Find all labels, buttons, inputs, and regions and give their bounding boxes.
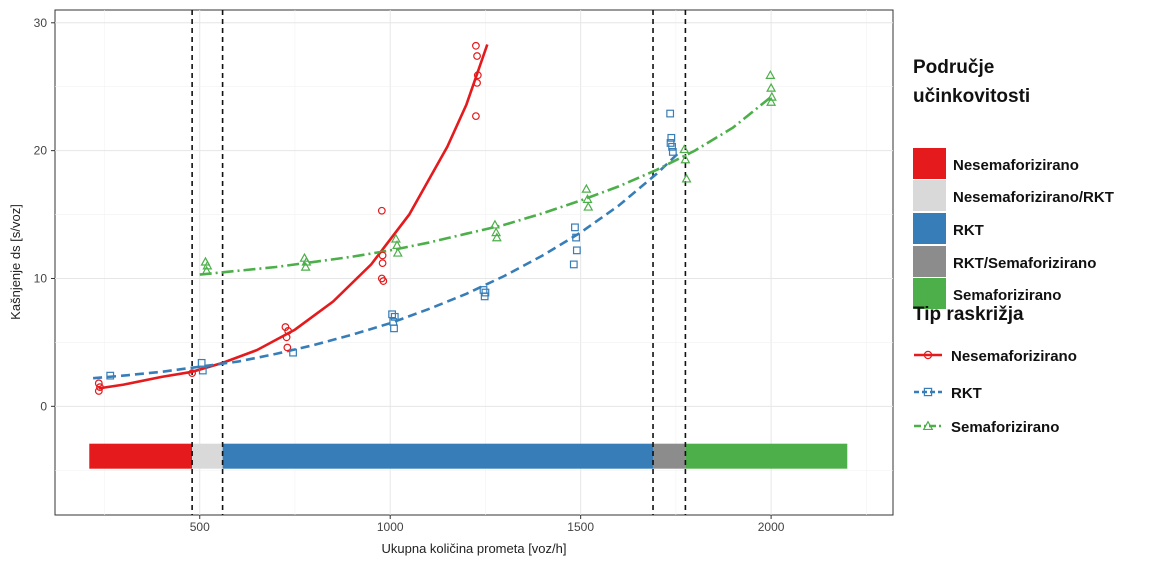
- data-point: [923, 387, 933, 397]
- zone-band-segment: [89, 443, 193, 469]
- data-point: [582, 194, 593, 203]
- zone-legend-swatch: [913, 278, 946, 309]
- data-point: [284, 326, 293, 335]
- data-point: [106, 371, 115, 380]
- data-point: [378, 259, 387, 268]
- data-point: [283, 343, 292, 352]
- zone-legend-swatch: [913, 213, 946, 244]
- data-point: [201, 265, 212, 275]
- data-point: [667, 133, 676, 142]
- type-legend-title: Tip raskrižja: [913, 304, 1024, 325]
- zone-band-segment: [685, 443, 848, 469]
- data-points: [94, 41, 777, 395]
- type-legend-label: Nesemaforizirano: [951, 348, 1077, 365]
- legend: Područje učinkovitosti NesemaforiziranoN…: [913, 57, 1114, 436]
- zone-legend-swatch: [913, 148, 946, 179]
- x-tick-label: 2000: [758, 520, 785, 534]
- zone-legend-label: RKT: [953, 222, 984, 239]
- data-point: [390, 324, 398, 333]
- vlines: [191, 10, 687, 515]
- data-point: [390, 312, 399, 321]
- data-point: [202, 260, 213, 270]
- x-tick-label: 500: [190, 520, 210, 534]
- zone-legend-label: Nesemaforizirano/RKT: [953, 189, 1114, 206]
- grid-layer: [55, 10, 893, 515]
- data-point: [679, 144, 690, 154]
- axes: 500 1000 1500 2000 0 10 20 30: [34, 16, 785, 534]
- data-point: [377, 206, 386, 215]
- data-point: [378, 251, 387, 260]
- y-tick-label: 10: [34, 271, 48, 285]
- data-point: [300, 261, 311, 271]
- data-point: [473, 71, 482, 80]
- data-point: [392, 240, 403, 250]
- data-point: [572, 233, 580, 242]
- fit-curve: [98, 44, 489, 390]
- data-point: [583, 201, 594, 211]
- x-tick-label: 1500: [567, 520, 594, 534]
- y-axis-label: Kašnjenje ds [s/voz]: [8, 204, 23, 320]
- y-tick-label: 20: [34, 144, 48, 158]
- data-point: [197, 358, 206, 367]
- plot-panel: [54, 9, 894, 516]
- data-point: [766, 82, 777, 92]
- data-point: [923, 350, 933, 360]
- data-point: [571, 223, 579, 232]
- zone-band-segment: [653, 443, 686, 469]
- zone-band-segment: [192, 443, 223, 469]
- x-axis-label: Ukupna količina prometa [voz/h]: [382, 541, 567, 556]
- x-tick-label: 1000: [377, 520, 404, 534]
- zone-legend-label: Semaforizirano: [953, 287, 1061, 304]
- zone-legend-swatch: [913, 180, 946, 211]
- fit-curve: [199, 95, 772, 276]
- zone-legend-title-line1: Područje: [913, 57, 994, 78]
- data-point: [472, 41, 480, 50]
- zone-legend-label: RKT/Semaforizirano: [953, 255, 1096, 272]
- data-point: [301, 256, 312, 266]
- data-point: [392, 247, 403, 257]
- data-point: [388, 310, 397, 319]
- zone-band: [89, 443, 848, 469]
- data-point: [666, 109, 675, 118]
- data-point: [390, 233, 401, 243]
- zone-legend-label: Nesemaforizirano: [953, 157, 1079, 174]
- data-point: [472, 112, 480, 121]
- data-point: [922, 420, 934, 431]
- data-point: [766, 96, 777, 106]
- data-point: [491, 232, 502, 242]
- data-point: [572, 246, 581, 255]
- type-legend-label: Semaforizirano: [951, 419, 1059, 436]
- y-tick-label: 30: [34, 16, 48, 30]
- data-point: [96, 383, 104, 392]
- zone-legend-swatch: [913, 246, 946, 277]
- data-point: [198, 366, 207, 375]
- data-point: [666, 139, 675, 147]
- data-point: [668, 148, 677, 156]
- data-point: [94, 387, 103, 395]
- zone-band-segment: [222, 443, 654, 469]
- data-point: [188, 369, 197, 377]
- data-point: [481, 288, 490, 297]
- data-point: [680, 154, 691, 164]
- data-point: [473, 78, 481, 87]
- data-point: [379, 277, 388, 285]
- data-point: [94, 379, 103, 388]
- type-legend-entries: Nesemaforizirano RKT Semaforizirano: [914, 348, 1077, 436]
- data-point: [489, 219, 500, 229]
- type-legend-label: RKT: [951, 385, 982, 402]
- y-tick-label: 0: [40, 399, 47, 413]
- data-point: [581, 183, 592, 193]
- data-point: [289, 348, 297, 357]
- zone-legend-entries: Nesemaforizirano Nesemaforizirano/RKT RKT R…: [913, 148, 1114, 309]
- data-point: [569, 260, 578, 269]
- data-point: [765, 70, 776, 79]
- zone-legend-title-line2: učinkovitosti: [913, 86, 1030, 107]
- data-point: [473, 52, 481, 60]
- data-point: [681, 173, 692, 183]
